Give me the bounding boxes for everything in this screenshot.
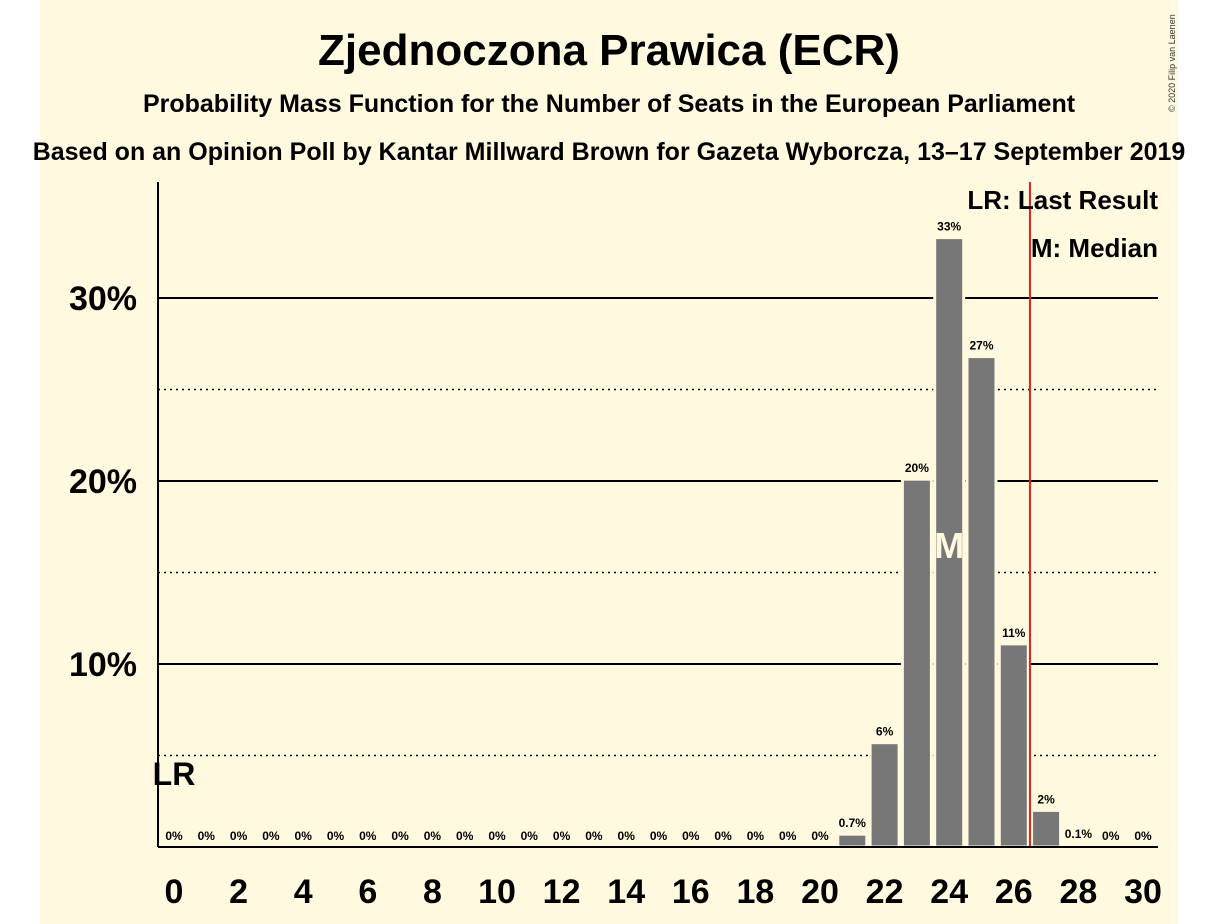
- data-label: 0%: [165, 829, 183, 843]
- chart-title: Zjednoczona Prawica (ECR): [318, 26, 900, 75]
- x-tick-label: 30: [1124, 873, 1162, 911]
- x-tick-label: 12: [543, 873, 581, 911]
- data-label: 0%: [1134, 829, 1152, 843]
- x-tick-label: 26: [995, 873, 1033, 911]
- chart-source: Based on an Opinion Poll by Kantar Millw…: [32, 138, 1186, 166]
- x-tick-label: 0: [165, 873, 184, 911]
- data-label: 0%: [682, 829, 700, 843]
- data-label: 20%: [905, 461, 929, 475]
- data-label: 0.7%: [839, 816, 867, 830]
- median-marker: M: [934, 525, 964, 566]
- y-tick-label: 30%: [69, 280, 137, 318]
- bar: [900, 477, 933, 849]
- data-label: 0%: [327, 829, 345, 843]
- data-label: 0%: [747, 829, 765, 843]
- x-tick-label: 18: [736, 873, 774, 911]
- x-tick-label: 28: [1059, 873, 1097, 911]
- x-tick-label: 24: [930, 873, 968, 911]
- data-label: 0%: [424, 829, 442, 843]
- data-label: 0.1%: [1065, 827, 1093, 841]
- data-label: 0%: [295, 829, 313, 843]
- y-tick-label: 10%: [69, 646, 137, 684]
- data-label: 6%: [876, 725, 894, 739]
- data-label: 0%: [650, 829, 668, 843]
- x-tick-label: 6: [358, 873, 377, 911]
- data-label: 0%: [779, 829, 797, 843]
- bar: [1030, 808, 1063, 849]
- data-label: 11%: [1002, 626, 1026, 640]
- last-result-marker: LR: [153, 756, 196, 792]
- data-label: 27%: [969, 339, 993, 353]
- data-label: 0%: [456, 829, 474, 843]
- x-tick-label: 20: [801, 873, 839, 911]
- bar: [868, 741, 901, 849]
- x-tick-label: 22: [866, 873, 904, 911]
- data-label: 0%: [1102, 829, 1120, 843]
- data-label: 0%: [618, 829, 636, 843]
- data-label: 0%: [230, 829, 248, 843]
- x-tick-label: 14: [607, 873, 645, 911]
- bar: [965, 355, 998, 849]
- data-label: 0%: [198, 829, 216, 843]
- legend-median: M: Median: [1030, 233, 1158, 263]
- data-label: 0%: [714, 829, 732, 843]
- data-label: 0%: [811, 829, 829, 843]
- bar: [836, 832, 869, 849]
- data-label: 2%: [1037, 792, 1055, 806]
- x-tick-label: 4: [294, 873, 313, 911]
- data-label: 0%: [521, 829, 539, 843]
- data-label: 0%: [553, 829, 571, 843]
- data-label: 33%: [937, 220, 961, 234]
- x-tick-label: 2: [229, 873, 248, 911]
- data-label: 0%: [391, 829, 409, 843]
- x-tick-label: 16: [672, 873, 710, 911]
- x-tick-label: 8: [423, 873, 442, 911]
- bar: [997, 642, 1030, 849]
- legend-last-result: LR: Last Result: [967, 185, 1158, 215]
- data-label: 0%: [359, 829, 377, 843]
- chart-subtitle: Probability Mass Function for the Number…: [142, 90, 1076, 118]
- y-tick-label: 20%: [69, 463, 137, 501]
- data-label: 0%: [262, 829, 280, 843]
- data-label: 0%: [585, 829, 603, 843]
- data-label: 0%: [488, 829, 506, 843]
- x-tick-label: 10: [478, 873, 516, 911]
